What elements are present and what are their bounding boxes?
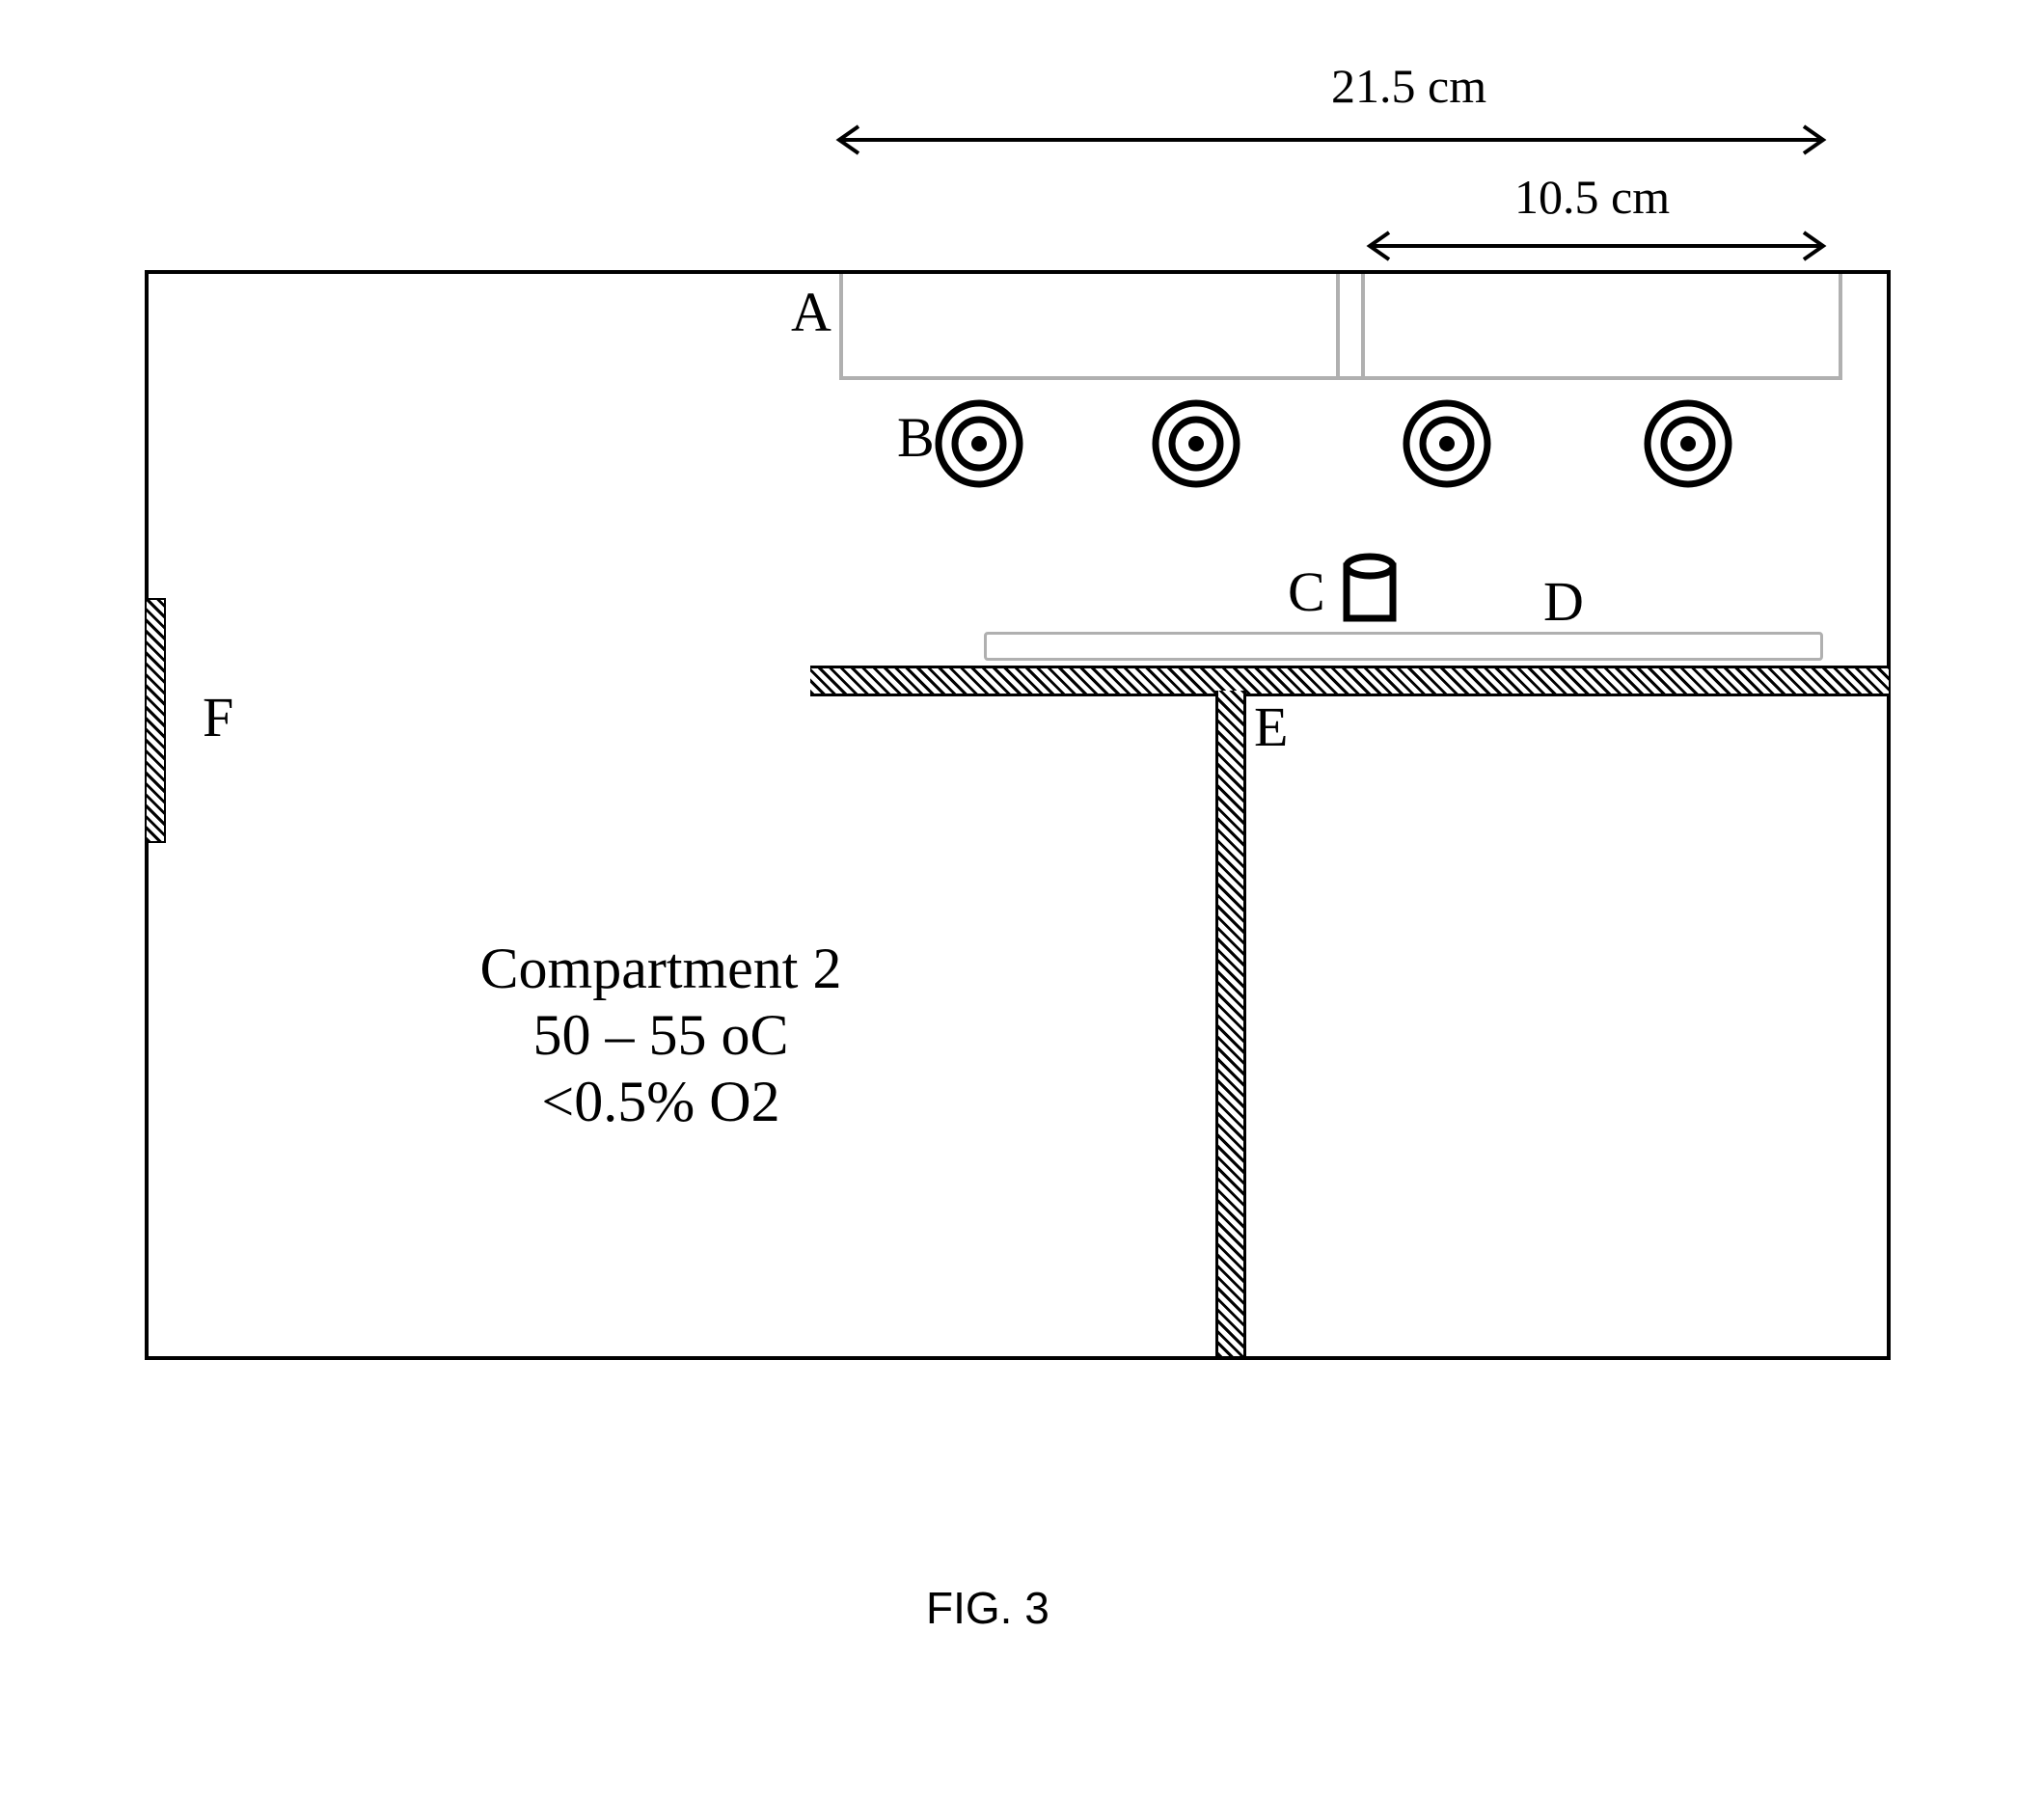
label-A: A [791, 280, 831, 344]
wall-strip-F [145, 598, 166, 843]
support-vertical-E [1215, 691, 1246, 1356]
label-C: C [1288, 559, 1325, 624]
dim-outer-arrow [820, 121, 1842, 159]
coil-2 [1156, 403, 1237, 484]
coil-1 [939, 403, 1020, 484]
dim-inner-arrow [1350, 227, 1842, 265]
shelf-horizontal [810, 666, 1889, 696]
compartment-text-block: Compartment 2 50 – 55 oC <0.5% O2 [299, 936, 1022, 1135]
compartment-line3: <0.5% O2 [299, 1069, 1022, 1135]
label-F: F [203, 685, 233, 749]
label-B: B [897, 405, 935, 470]
compartment-line2: 50 – 55 oC [299, 1002, 1022, 1069]
tray-A-divider [1336, 274, 1365, 376]
plate-D [984, 632, 1823, 661]
figure-caption: FIG. 3 [926, 1582, 1049, 1634]
dim-outer-text: 21.5 cm [1331, 58, 1486, 114]
coil-3 [1406, 403, 1487, 484]
coil-row [926, 391, 1833, 497]
label-D: D [1543, 569, 1584, 634]
compartment-line1: Compartment 2 [299, 936, 1022, 1002]
label-E: E [1254, 694, 1288, 759]
sample-C [1341, 555, 1399, 630]
dim-inner-text: 10.5 cm [1514, 169, 1670, 225]
coil-4 [1648, 403, 1729, 484]
